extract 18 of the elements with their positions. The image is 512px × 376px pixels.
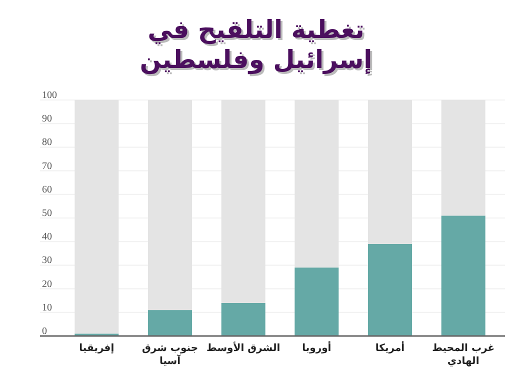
y-tick-label: 10 — [42, 302, 52, 314]
y-tick-label: 40 — [42, 232, 52, 243]
y-tick-label: 20 — [42, 278, 52, 290]
chart-title: تغطية التلقيح في إسرائيل وفلسطين — [142, 17, 374, 77]
y-tick-label: 60 — [42, 184, 52, 196]
y-tick-label: 70 — [42, 160, 52, 172]
y-tick-label: 30 — [42, 255, 52, 266]
x-tick-label: جنوب شرق آسيا — [142, 343, 198, 367]
y-tick-label: 50 — [42, 208, 52, 219]
x-tick-label: أوروبا — [302, 341, 332, 354]
x-tick-label: الشرق الأوسط — [206, 341, 280, 354]
y-tick-label: 90 — [42, 114, 52, 125]
y-tick-label: 80 — [42, 137, 52, 148]
x-tick-label: غرب المحيط الهادي — [432, 343, 495, 367]
y-tick-label: 0 — [42, 326, 47, 337]
y-tick-label: 100 — [42, 90, 57, 101]
x-tick-label: أمريكا — [375, 341, 405, 354]
x-tick-label: إفريقيا — [79, 343, 114, 354]
